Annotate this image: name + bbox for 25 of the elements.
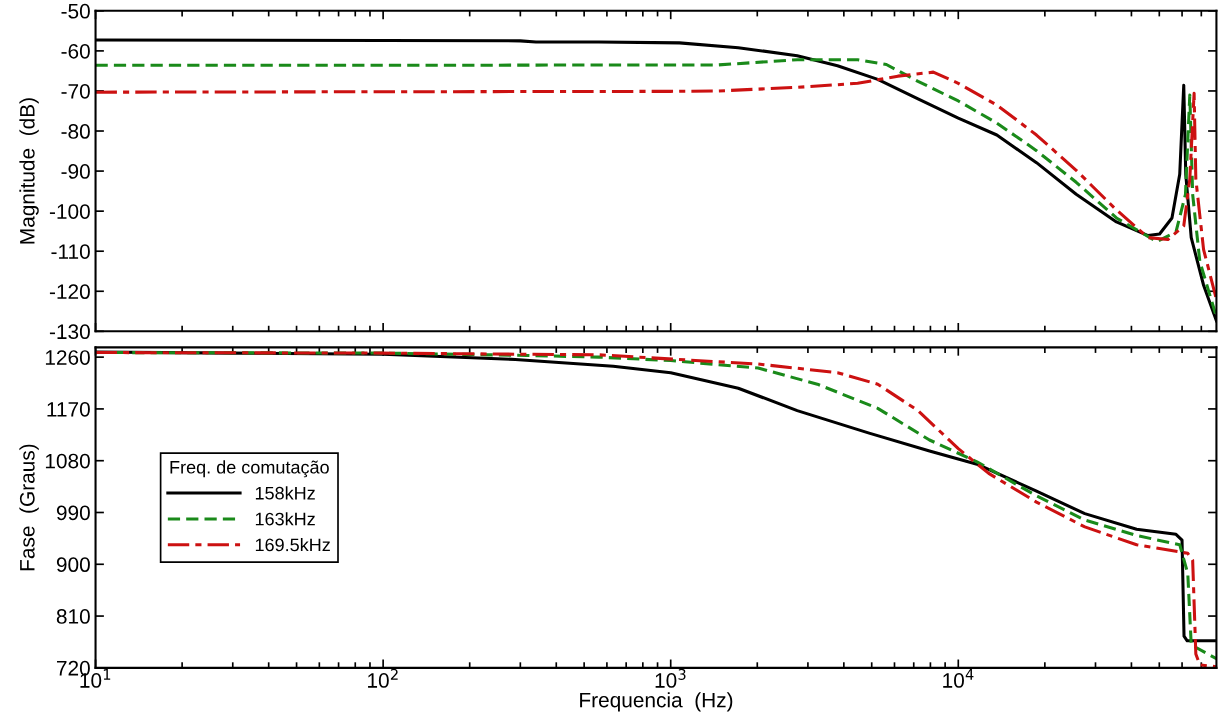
- y-axis-title: Magnitude (dB): [19, 98, 39, 244]
- legend-label: 163kHz: [255, 512, 315, 526]
- y-tick-label: -60: [61, 43, 90, 59]
- x-tick-label: 10$^{4}$: [943, 669, 974, 688]
- y-tick-label: 1170: [47, 401, 90, 417]
- y-tick-label: -120: [49, 284, 90, 300]
- legend-title: Freq. de comutação: [170, 460, 329, 478]
- legend-label: 158kHz: [255, 486, 315, 500]
- y-tick-label: 1080: [45, 453, 90, 469]
- legend-label: 169.5kHz: [255, 538, 330, 552]
- x-tick-label: 10$^{3}$: [655, 668, 686, 688]
- y-tick-label: -70: [61, 83, 90, 99]
- y-tick-label: -100: [49, 204, 90, 219]
- x-tick-label: 10$^{2}$: [368, 668, 398, 688]
- y-tick-label: 810: [56, 609, 90, 624]
- y-tick-label: 1260: [45, 350, 90, 365]
- y-tick-label: 900: [56, 557, 90, 573]
- y-tick-label: -90: [61, 164, 90, 179]
- y-tick-label: -110: [51, 244, 90, 259]
- y-tick-label: -50: [61, 3, 90, 19]
- y-tick-label: 990: [56, 505, 90, 521]
- y-axis-title: Fase (Graus): [19, 444, 39, 571]
- y-tick-label: -130: [49, 324, 90, 340]
- x-axis-title: Frequencia (Hz): [580, 692, 733, 712]
- y-tick-label: -80: [61, 124, 90, 139]
